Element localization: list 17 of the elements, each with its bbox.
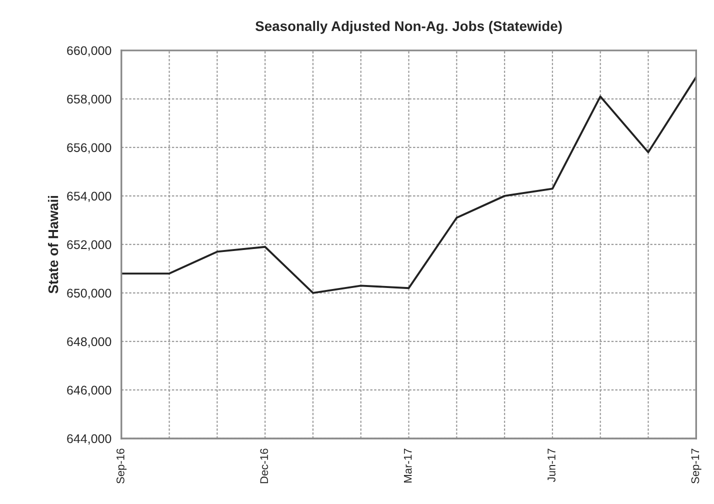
y-tick-label: 658,000 xyxy=(67,94,112,106)
y-tick-label: 646,000 xyxy=(67,386,112,396)
y-tick-label: 650,000 xyxy=(67,288,112,300)
y-tick-label: 660,000 xyxy=(67,46,112,57)
x-tick-label: Jun-17 xyxy=(548,448,556,482)
x-tick-label: Dec-16 xyxy=(260,448,268,484)
y-tick-label: 652,000 xyxy=(67,240,112,251)
chart-title: Seasonally Adjusted Non-Ag. Jobs (Statewide) xyxy=(255,20,562,34)
x-tick-label: Mar-17 xyxy=(404,448,412,482)
line-series xyxy=(121,76,696,294)
y-tick-label: 656,000 xyxy=(67,143,112,154)
y-tick-label: 644,000 xyxy=(67,434,112,445)
x-tick-label: Sep-16 xyxy=(116,448,127,484)
y-axis-title: State of Hawaii xyxy=(48,196,58,294)
x-tick-label: Sep-17 xyxy=(691,448,702,484)
y-tick-label: 648,000 xyxy=(67,337,112,348)
y-tick-label: 654,000 xyxy=(67,192,112,202)
